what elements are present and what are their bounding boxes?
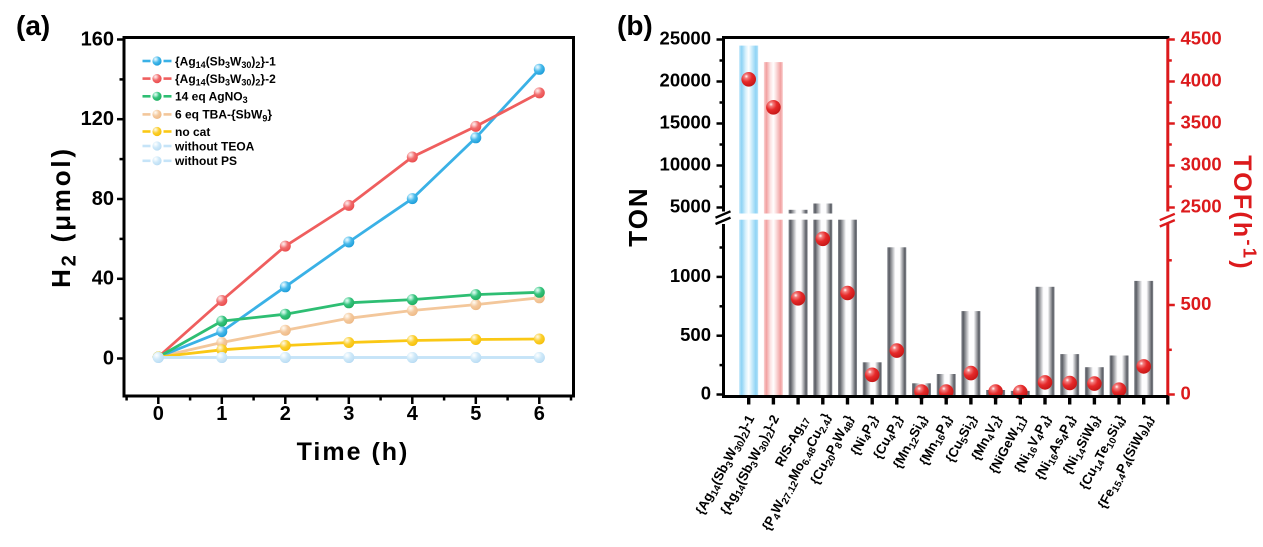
svg-text:4500: 4500 [1181, 28, 1222, 49]
svg-text:2500: 2500 [1181, 196, 1222, 217]
svg-text:0: 0 [701, 383, 711, 404]
svg-text:5: 5 [470, 403, 481, 425]
svg-text:6: 6 [534, 403, 545, 425]
svg-text:500: 500 [1181, 293, 1212, 314]
svg-text:no cat: no cat [175, 125, 210, 139]
svg-text:0: 0 [153, 403, 164, 425]
svg-text:1000: 1000 [670, 265, 711, 286]
svg-text:(a): (a) [16, 10, 50, 41]
svg-text:14 eq AgNO3: 14 eq AgNO3 [175, 90, 248, 106]
svg-text:500: 500 [680, 324, 711, 345]
svg-text:TOF(h-1): TOF(h-1) [1228, 155, 1261, 271]
svg-text:15000: 15000 [660, 112, 711, 133]
svg-text:without PS: without PS [174, 154, 237, 168]
svg-text:40: 40 [92, 268, 114, 290]
svg-text:0: 0 [103, 347, 114, 369]
svg-text:{Ni16As4P4}: {Ni16As4P4} [1032, 412, 1081, 483]
svg-text:4: 4 [407, 403, 419, 425]
svg-text:{Ag14(Sb3W30)2}-1: {Ag14(Sb3W30)2}-1 [175, 54, 276, 70]
svg-text:{Cu4P2}: {Cu4P2} [870, 412, 908, 462]
svg-text:120: 120 [81, 108, 114, 130]
svg-text:1: 1 [216, 403, 227, 425]
svg-text:without TEOA: without TEOA [174, 139, 255, 153]
svg-text:0: 0 [1181, 383, 1191, 404]
svg-text:{Ag14(Sb3W30)2}-2: {Ag14(Sb3W30)2}-2 [175, 72, 276, 88]
svg-text:{Cu5Si2}: {Cu5Si2} [942, 412, 982, 466]
svg-text:10000: 10000 [660, 154, 711, 175]
svg-text:2: 2 [280, 403, 291, 425]
svg-text:20000: 20000 [660, 70, 711, 91]
svg-text:3500: 3500 [1181, 112, 1222, 133]
svg-text:{Mn16P4}: {Mn16P4} [916, 412, 957, 469]
svg-text:80: 80 [92, 188, 114, 210]
svg-text:TON: TON [623, 186, 653, 246]
svg-text:4000: 4000 [1181, 70, 1222, 91]
svg-text:5000: 5000 [670, 196, 711, 217]
svg-text:3000: 3000 [1181, 154, 1222, 175]
svg-text:6 eq TBA-{SbW9}: 6 eq TBA-{SbW9} [175, 108, 272, 124]
svg-text:{Ag14(Sb3W30)2}-1: {Ag14(Sb3W30)2}-1 [692, 412, 760, 518]
svg-text:{Cu20P8W48}: {Cu20P8W48} [807, 412, 859, 488]
svg-text:(b): (b) [617, 10, 653, 41]
svg-text:25000: 25000 [660, 28, 711, 49]
svg-text:160: 160 [81, 28, 114, 50]
svg-text:{P4W27.12Mo6.48Cu2.4}: {P4W27.12Mo6.48Cu2.4} [759, 410, 836, 534]
svg-text:Time (h): Time (h) [297, 438, 410, 466]
svg-text:3: 3 [343, 403, 354, 425]
svg-text:H2 (μmol): H2 (μmol) [46, 146, 81, 288]
